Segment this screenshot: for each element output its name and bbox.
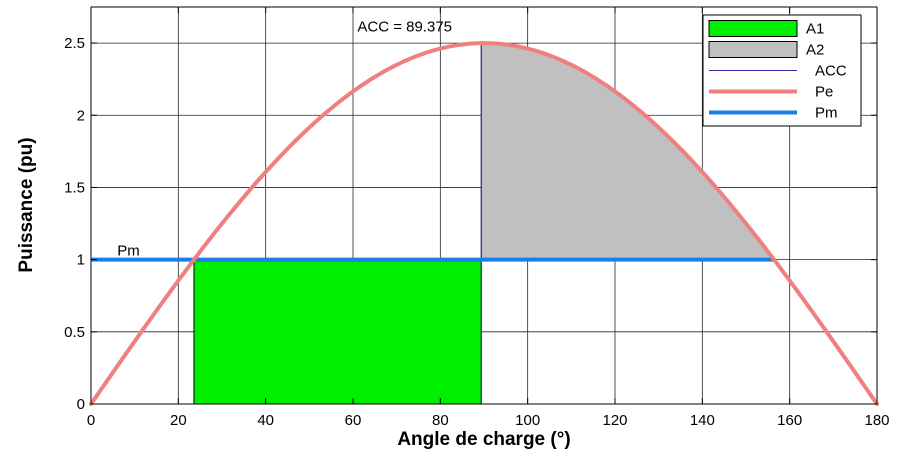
x-tick-label: 100: [515, 412, 540, 429]
legend-label-acc: ACC: [815, 63, 847, 80]
x-tick-label: 140: [690, 412, 715, 429]
annotations: ACC = 89.375 Pm: [117, 19, 452, 260]
y-tick-label: 1: [77, 252, 85, 269]
x-tick-label: 20: [170, 412, 187, 429]
y-tick-label: 1.5: [64, 179, 85, 196]
x-tick-label: 0: [87, 412, 95, 429]
legend-label-a2: A2: [806, 42, 824, 59]
y-tick-label: 2.5: [64, 35, 85, 52]
ticks: 0 20 40 60 80 100 120 140 160 180 0 0.5 1 1.5 2 2.5: [64, 7, 890, 429]
y-tick-label: 0.5: [64, 324, 85, 341]
legend-label-pm: Pm: [815, 105, 838, 122]
x-axis-title: Angle de charge (°): [397, 429, 570, 450]
legend-label-a1: A1: [806, 21, 824, 38]
x-tick-label: 160: [777, 412, 802, 429]
legend-label-pe: Pe: [815, 84, 833, 101]
acc-annotation: ACC = 89.375: [357, 19, 452, 36]
x-tick-label: 40: [257, 412, 274, 429]
x-tick-label: 60: [345, 412, 362, 429]
lines: [89, 41, 879, 406]
y-axis-title: Puissance (pu): [16, 137, 37, 272]
x-tick-label: 120: [602, 412, 627, 429]
legend: A1 A2 ACC Pe Pm: [702, 14, 862, 127]
y-tick-label: 2: [77, 107, 85, 124]
y-tick-label: 0: [77, 396, 85, 413]
x-tick-label: 80: [432, 412, 449, 429]
x-tick-label: 180: [864, 412, 889, 429]
areas: [193, 42, 775, 405]
pe-curve: [89, 41, 879, 406]
plot-frame: [90, 6, 878, 405]
area-a1: [193, 259, 482, 405]
legend-swatch-a1: [708, 20, 798, 37]
pm-annotation: Pm: [117, 242, 140, 259]
legend-swatch-a2: [708, 41, 798, 58]
